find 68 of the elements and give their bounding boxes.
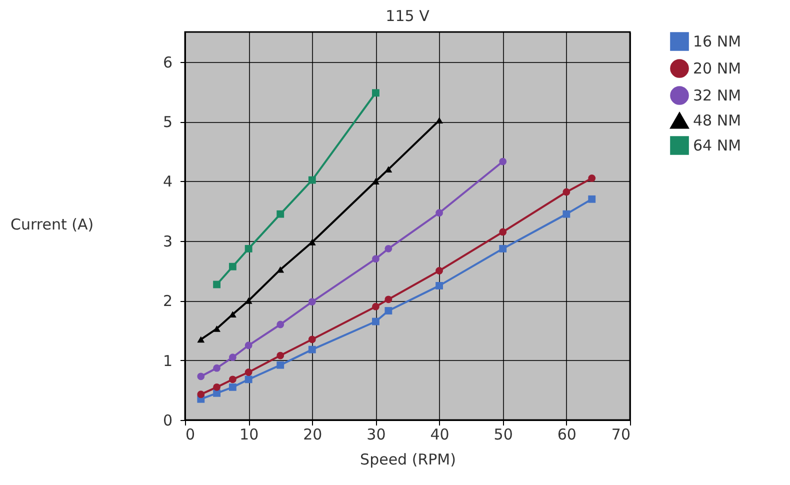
x-tick-label: 50 (494, 426, 513, 444)
y-tick-label: 0 (162, 412, 172, 430)
point (228, 383, 236, 391)
x-tick-label: 20 (303, 426, 322, 444)
point (308, 176, 316, 184)
point (372, 302, 380, 310)
point (213, 280, 220, 288)
point (244, 376, 252, 384)
point (499, 158, 507, 166)
point (436, 209, 443, 217)
point (436, 267, 443, 274)
legend-label: 32 NM (693, 86, 742, 104)
x-tick-label: 30 (366, 426, 386, 444)
point (213, 325, 220, 332)
point (499, 228, 507, 236)
point (372, 318, 380, 326)
point (372, 178, 380, 184)
point (562, 210, 570, 218)
x-axis-title: Speed (RPM) (360, 450, 456, 468)
point (228, 376, 236, 384)
point (588, 174, 596, 182)
point (197, 336, 205, 343)
chart-title: 115 V (386, 7, 430, 25)
point (562, 188, 570, 196)
point (436, 282, 443, 290)
x-tick-label: 60 (557, 426, 576, 444)
point (436, 117, 443, 124)
point (276, 320, 284, 328)
x-tick-label: 40 (430, 426, 450, 444)
y-tick-label: 3 (162, 232, 172, 250)
point (276, 352, 284, 360)
point (384, 296, 392, 304)
x-tick-label: 0 (186, 426, 196, 444)
point (308, 336, 316, 344)
y-tick-label: 2 (162, 292, 172, 310)
y-axis-title: Current (A) (10, 216, 94, 234)
point (308, 346, 316, 354)
point (197, 372, 205, 380)
legend-label: 48 NM (693, 112, 742, 130)
point (384, 244, 392, 252)
legend-label: 16 NM (693, 32, 742, 50)
point (308, 298, 316, 306)
point (372, 255, 380, 263)
point (228, 354, 236, 362)
y-tick-label: 1 (162, 352, 172, 370)
legend-label: 64 NM (693, 136, 742, 154)
legend-label: 20 NM (693, 60, 742, 78)
point (276, 361, 284, 369)
point (197, 390, 205, 398)
point (244, 368, 252, 376)
y-tick-label: 6 (162, 53, 172, 72)
point (244, 342, 252, 350)
point (244, 244, 252, 252)
point (276, 266, 284, 273)
y-tick-label: 4 (162, 172, 172, 191)
point (213, 383, 220, 391)
point (213, 389, 220, 397)
point (384, 307, 392, 314)
point (499, 244, 507, 252)
y-tick-label: 5 (162, 113, 172, 132)
point (384, 166, 392, 173)
point (372, 89, 380, 97)
point (213, 364, 220, 372)
point (588, 195, 596, 203)
point (276, 210, 284, 218)
point (228, 262, 236, 270)
x-tick-label: 10 (240, 426, 259, 444)
x-tick-label: 70 (611, 426, 630, 444)
